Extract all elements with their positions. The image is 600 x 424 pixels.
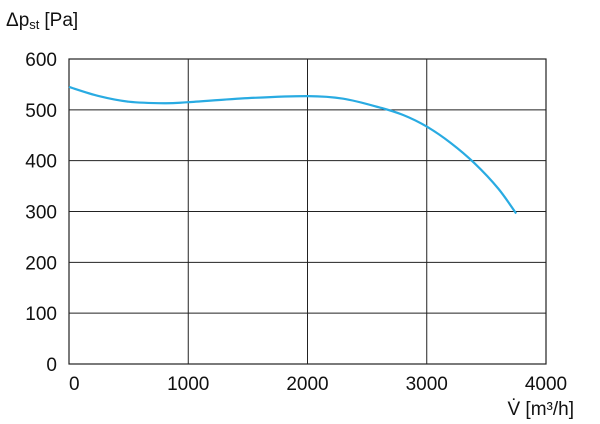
y-tick-label: 0 [46, 355, 57, 376]
y-tick-label: 100 [25, 304, 57, 325]
x-tick-label: 4000 [525, 374, 567, 395]
y-tick-label: 500 [25, 101, 57, 122]
y-tick-label: 200 [25, 253, 57, 274]
y-tick-label: 600 [25, 50, 57, 71]
fan-curve [68, 85, 518, 215]
y-label-symbol: Δp [6, 10, 29, 31]
y-axis-label: Δpst [Pa] [6, 10, 78, 32]
x-tick-label: 2000 [286, 374, 328, 395]
x-tick-label: 3000 [406, 374, 448, 395]
x-tick-label: 0 [69, 374, 80, 395]
y-label-unit: [Pa] [44, 10, 78, 31]
y-tick-label: 400 [25, 152, 57, 173]
x-axis-label: V̇ [m³/h] [507, 399, 574, 420]
x-tick-label: 1000 [167, 374, 209, 395]
y-tick-label: 300 [25, 203, 57, 224]
plot-frame [68, 58, 547, 365]
y-label-subscript: st [29, 17, 40, 32]
